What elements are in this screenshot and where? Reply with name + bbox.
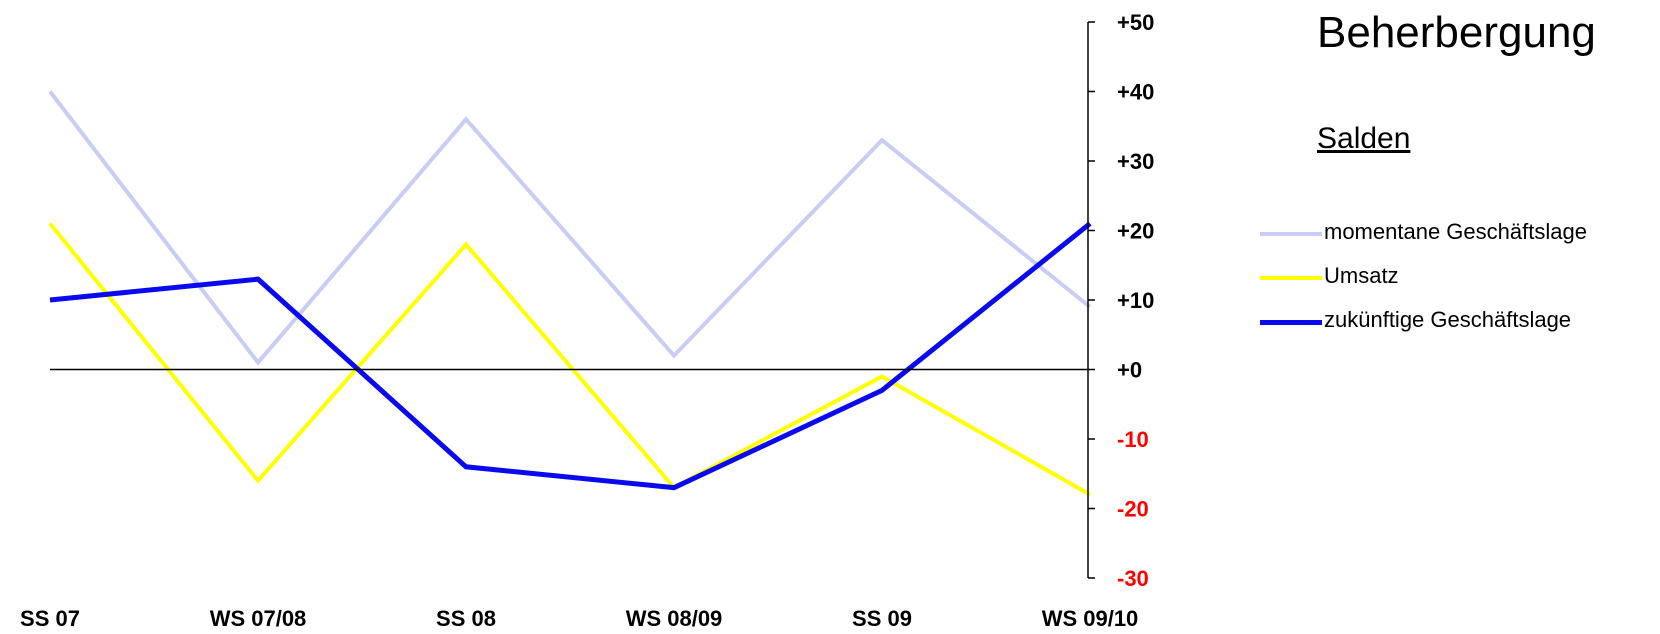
chart-title: Beherbergung xyxy=(1317,8,1596,57)
y-axis: +50 +40 +30 +20 +10 +0 -10 -20 -30 xyxy=(50,10,1154,591)
x-tick-label: WS 09/10 xyxy=(1042,606,1139,631)
y-tick-label: +50 xyxy=(1117,10,1154,35)
y-tick-label: -30 xyxy=(1117,566,1149,591)
y-tick-label: -20 xyxy=(1117,497,1149,522)
x-tick-label: SS 07 xyxy=(20,606,80,631)
y-tick-label: +40 xyxy=(1117,80,1154,105)
x-tick-label: SS 09 xyxy=(852,606,912,631)
x-tick-label: WS 07/08 xyxy=(210,606,307,631)
legend-label-umsatz: Umsatz xyxy=(1324,263,1399,288)
legend-swatch-zukuenftige xyxy=(1260,320,1322,325)
y-tick-label: +30 xyxy=(1117,149,1154,174)
legend-label-zukuenftige: zukünftige Geschäftslage xyxy=(1324,307,1572,332)
x-axis-labels: SS 07 WS 07/08 SS 08 WS 08/09 SS 09 WS 09/10 xyxy=(20,606,1138,631)
series-line-0 xyxy=(48,90,1092,366)
legend-label-momentane: momentane Geschäftslage xyxy=(1324,219,1587,244)
series-line-1 xyxy=(48,222,1091,497)
x-tick-label: SS 08 xyxy=(436,606,496,631)
legend-swatch-momentane xyxy=(1260,232,1322,236)
plot-lines xyxy=(48,90,1092,497)
series-line-2 xyxy=(49,221,1092,491)
chart-subtitle: Salden xyxy=(1317,122,1411,155)
legend-swatch-umsatz xyxy=(1260,276,1322,280)
y-tick-label: +10 xyxy=(1117,288,1154,313)
y-tick-label: +0 xyxy=(1117,358,1142,383)
y-tick-label: +20 xyxy=(1117,219,1154,244)
y-tick-label: -10 xyxy=(1117,427,1149,452)
x-tick-label: WS 08/09 xyxy=(626,606,723,631)
